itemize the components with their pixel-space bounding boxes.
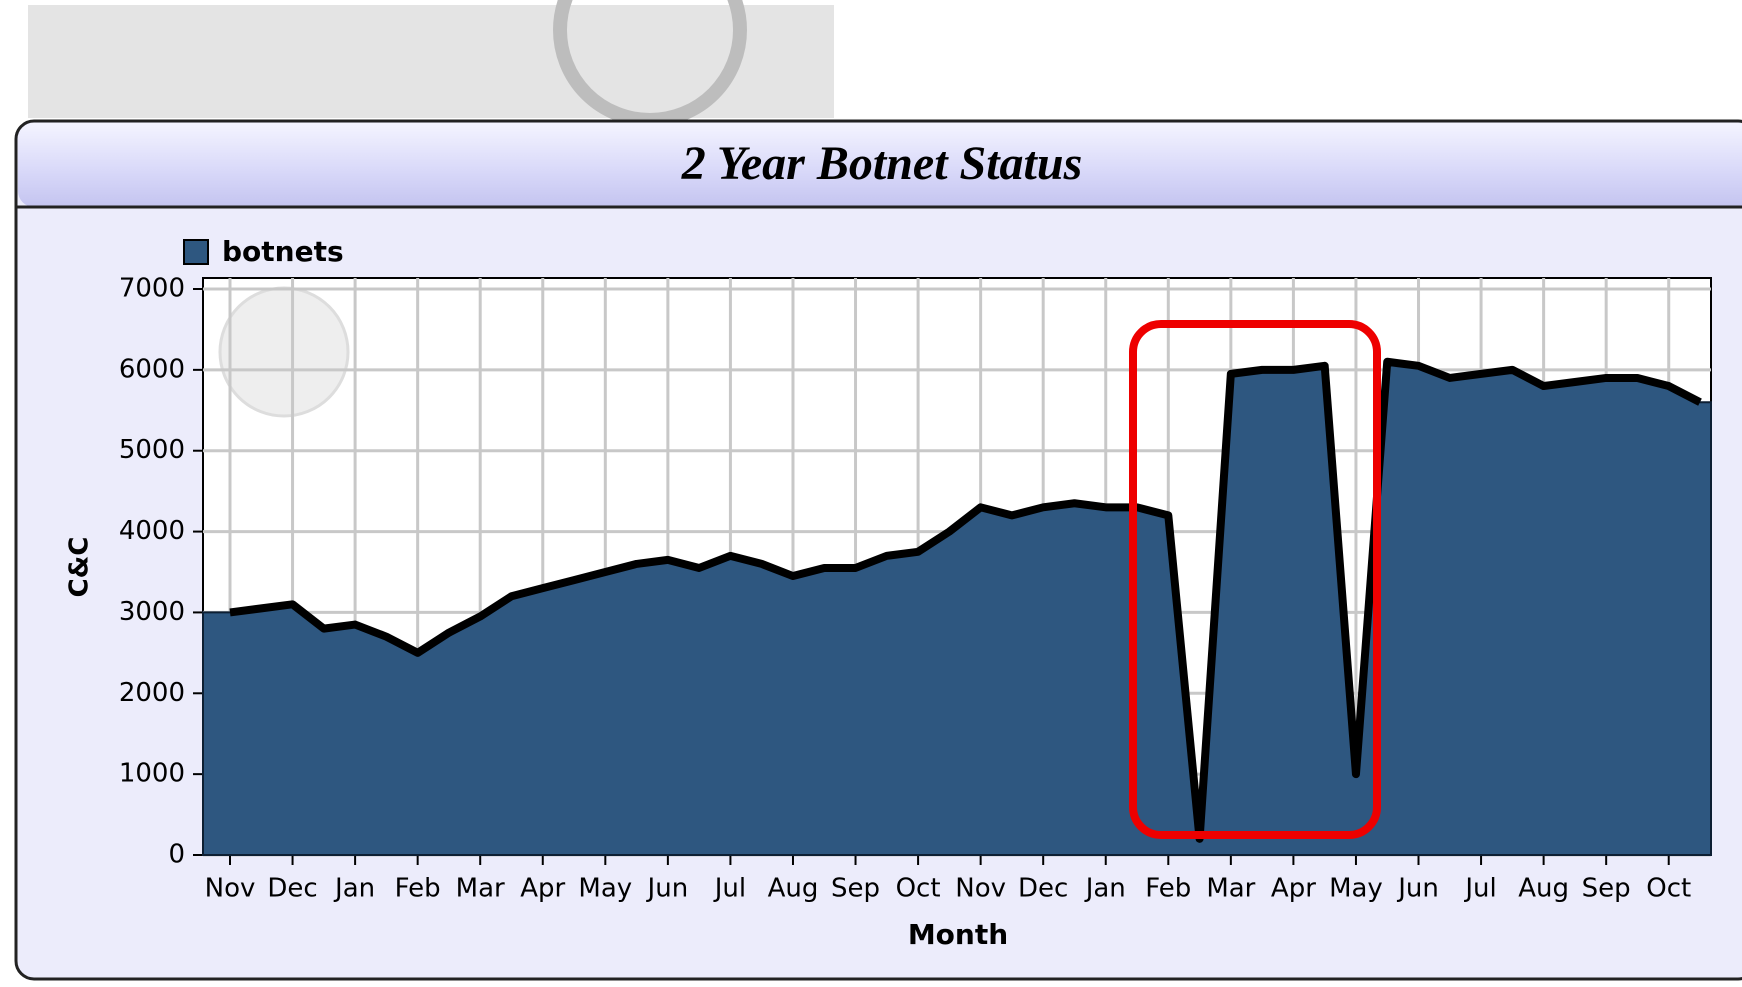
x-tick-label: Mar xyxy=(456,874,505,904)
x-tick-label: Mar xyxy=(1206,874,1255,904)
x-tick-label: Jul xyxy=(713,874,746,904)
y-tick-label: 1000 xyxy=(119,759,185,789)
x-tick-label: Jul xyxy=(1463,874,1496,904)
y-axis-label: C&C xyxy=(65,537,95,598)
x-tick-label: Aug xyxy=(768,874,819,904)
x-tick-label: Oct xyxy=(896,874,941,904)
x-tick-label: Sep xyxy=(1582,874,1631,904)
x-tick-label: May xyxy=(1329,874,1383,904)
x-tick-label: Apr xyxy=(1271,874,1316,904)
legend-swatch xyxy=(184,240,208,264)
x-tick-label: Sep xyxy=(831,874,880,904)
x-tick-label: Dec xyxy=(1018,874,1068,904)
y-tick-label: 6000 xyxy=(119,354,185,384)
x-tick-label: Nov xyxy=(955,874,1006,904)
y-tick-label: 0 xyxy=(168,840,185,870)
x-tick-label: Feb xyxy=(1145,874,1191,904)
chart-window: 2 Year Botnet Status 0 1000 2000 3000 4000 50… xyxy=(0,0,1742,983)
x-axis-label: Month xyxy=(908,918,1008,951)
x-tick-label: Dec xyxy=(267,874,317,904)
x-tick-label: Nov xyxy=(205,874,256,904)
chart-title: 2 Year Botnet Status xyxy=(681,137,1083,190)
legend-label: botnets xyxy=(222,235,344,268)
y-tick-label: 4000 xyxy=(119,516,185,546)
x-tick-label: May xyxy=(578,874,632,904)
x-tick-label: Jan xyxy=(333,874,375,904)
x-tick-label: Aug xyxy=(1518,874,1569,904)
x-tick-label: Feb xyxy=(395,874,441,904)
y-tick-label: 5000 xyxy=(119,435,185,465)
x-tick-label: Oct xyxy=(1646,874,1691,904)
y-tick-label: 3000 xyxy=(119,597,185,627)
x-tick-label: Apr xyxy=(520,874,565,904)
y-tick-label: 2000 xyxy=(119,678,185,708)
watermark xyxy=(220,288,348,416)
page: {"chart_data": {"type": "area", "title":… xyxy=(0,0,1742,983)
x-tick-label: Jun xyxy=(1396,874,1439,904)
x-tick-label: Jan xyxy=(1084,874,1126,904)
y-tick-label: 7000 xyxy=(119,274,185,304)
x-tick-label: Jun xyxy=(646,874,689,904)
